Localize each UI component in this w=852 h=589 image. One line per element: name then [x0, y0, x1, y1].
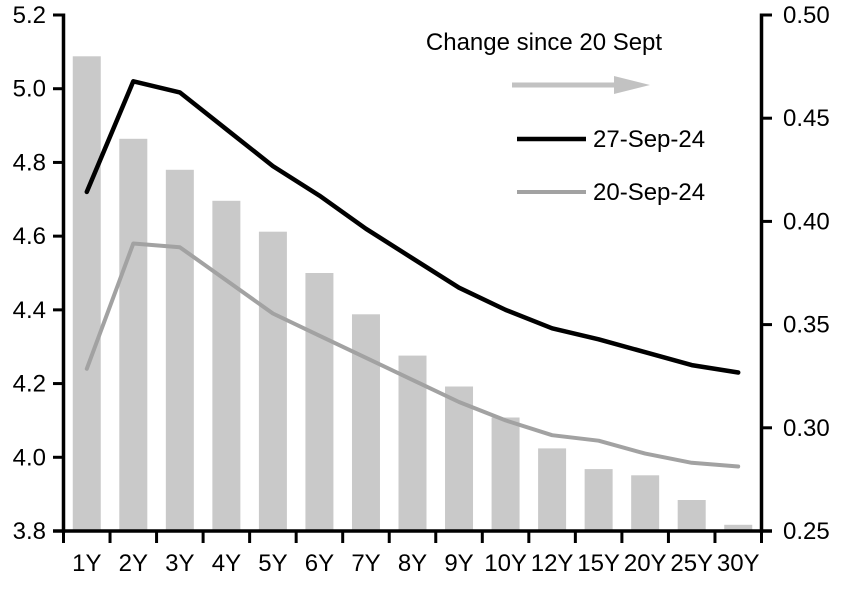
right-arrow-icon [614, 76, 650, 94]
right-axis-tick-label: 0.35 [783, 312, 830, 339]
right-axis-tick-label: 0.45 [783, 105, 830, 132]
x-axis-label-8Y: 8Y [398, 550, 427, 577]
bar-30Y [724, 524, 753, 531]
x-axis-label-6Y: 6Y [305, 550, 334, 577]
left-axis-tick-label: 4.6 [13, 223, 46, 250]
legend-annotation: Change since 20 Sept [426, 29, 663, 56]
bar-series-change [72, 56, 753, 532]
line-series-20-Sep-24 [84, 241, 741, 469]
x-axis-label-9Y: 9Y [444, 550, 473, 577]
left-axis-tick-label: 4.2 [13, 371, 46, 398]
left-axis-tick-label: 4.8 [13, 149, 46, 176]
x-axis-label-20Y: 20Y [624, 550, 667, 577]
x-axis-label-25Y: 25Y [670, 550, 713, 577]
bar-1Y [72, 56, 101, 532]
bar-7Y [351, 314, 380, 531]
right-axis-tick-label: 0.25 [783, 518, 830, 545]
right-axis-tick-label: 0.50 [783, 2, 830, 29]
right-axis-tick-label: 0.40 [783, 208, 830, 235]
left-axis-tick-label: 3.8 [13, 518, 46, 545]
axes: 5.2 5.0 4.8 4.6 4.4 4.2 4.0 3.8 0.50 0.45 0.40 0.35… [13, 2, 830, 577]
x-axis-label-15Y: 15Y [577, 550, 620, 577]
bar-15Y [584, 469, 613, 531]
x-axis-label-5Y: 5Y [258, 550, 287, 577]
bar-3Y [165, 169, 194, 532]
x-axis-label-4Y: 4Y [212, 550, 241, 577]
left-axis-tick-label: 4.4 [13, 297, 46, 324]
x-axis-label-30Y: 30Y [717, 550, 760, 577]
bar-5Y [258, 231, 287, 531]
x-axis-label-12Y: 12Y [531, 550, 574, 577]
x-axis-label-10Y: 10Y [484, 550, 527, 577]
left-axis-tick-label: 4.0 [13, 444, 46, 471]
x-axis-label-1Y: 1Y [72, 550, 101, 577]
legend-label-20-Sep-24: 20-Sep-24 [593, 179, 705, 206]
bar-6Y [305, 273, 334, 531]
x-axis-label-3Y: 3Y [165, 550, 194, 577]
bar-12Y [538, 448, 567, 531]
left-axis-tick-label: 5.2 [13, 2, 46, 29]
left-axis-tick-label: 5.0 [13, 76, 46, 103]
x-axis-label-7Y: 7Y [351, 550, 380, 577]
bar-9Y [445, 386, 474, 531]
bar-2Y [119, 138, 148, 532]
line-series-27-Sep-24 [84, 79, 741, 375]
bar-25Y [677, 500, 706, 531]
bar-4Y [212, 200, 241, 532]
bar-20Y [631, 475, 660, 531]
right-axis-tick-label: 0.30 [783, 415, 830, 442]
bar-10Y [491, 417, 520, 531]
legend: Change since 20 Sept 27-Sep-24 20-Sep-24 [426, 29, 705, 206]
legend-label-27-Sep-24: 27-Sep-24 [593, 126, 705, 153]
x-axis-label-2Y: 2Y [119, 550, 148, 577]
